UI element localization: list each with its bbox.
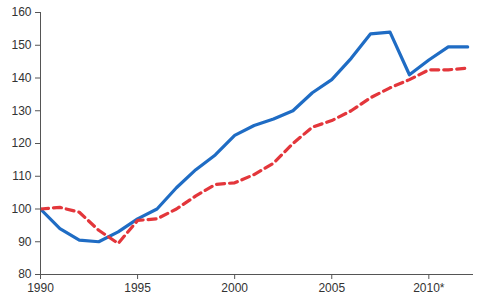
svg-text:1995: 1995 <box>124 281 151 295</box>
svg-text:80: 80 <box>18 267 32 281</box>
svg-text:130: 130 <box>11 104 31 118</box>
svg-text:140: 140 <box>11 71 31 85</box>
svg-text:100: 100 <box>11 202 31 216</box>
svg-text:160: 160 <box>11 5 31 19</box>
svg-text:150: 150 <box>11 38 31 52</box>
svg-text:1990: 1990 <box>27 281 54 295</box>
svg-text:90: 90 <box>18 235 32 249</box>
svg-text:110: 110 <box>12 169 31 183</box>
svg-text:2010*: 2010* <box>413 281 445 295</box>
svg-text:2005: 2005 <box>318 281 345 295</box>
svg-text:2000: 2000 <box>221 281 248 295</box>
svg-text:120: 120 <box>11 136 31 150</box>
